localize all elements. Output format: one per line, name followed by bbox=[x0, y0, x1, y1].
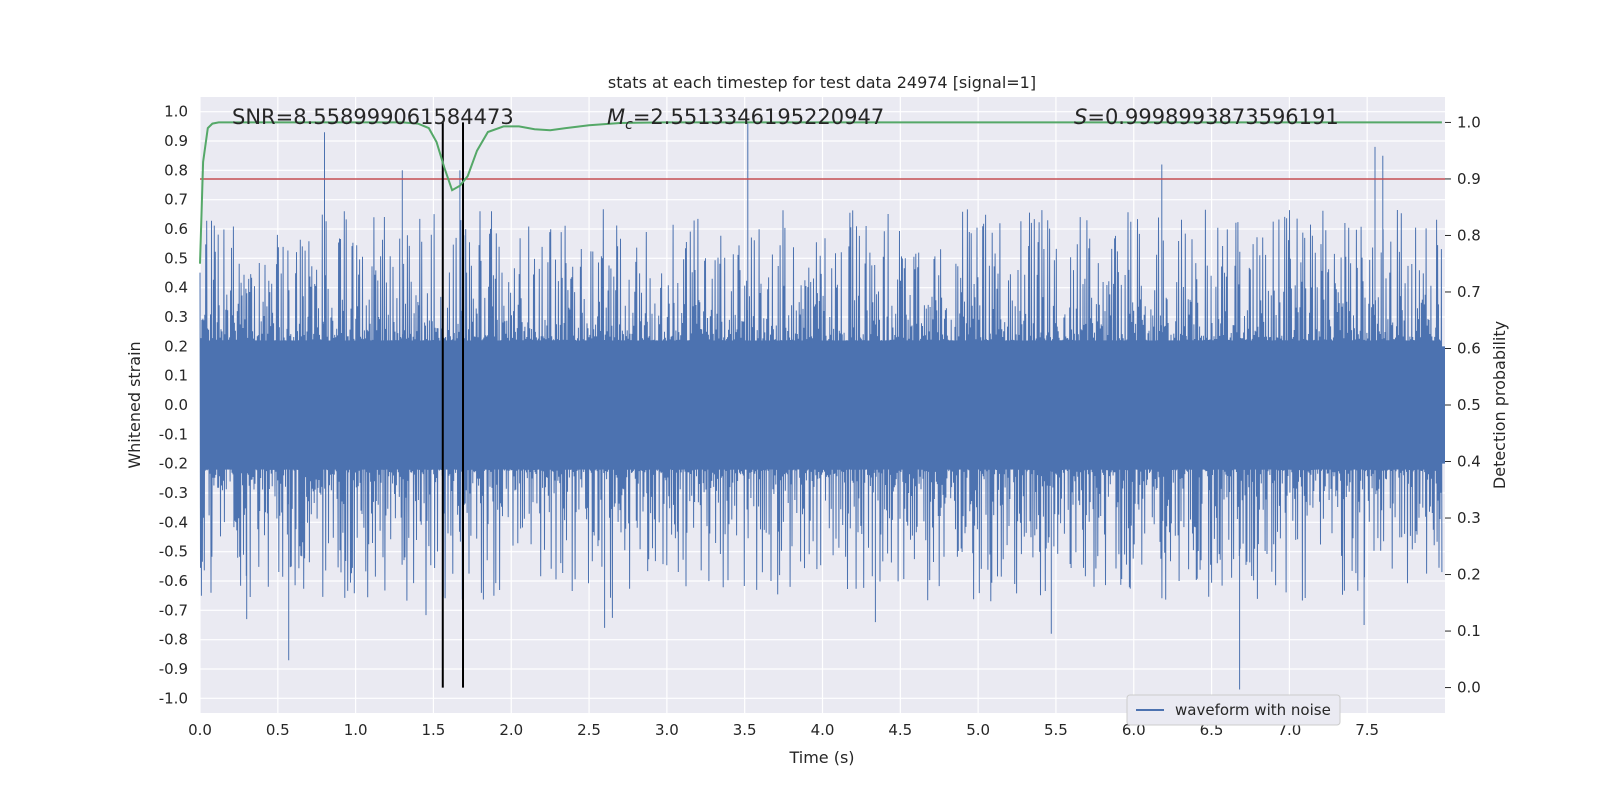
y-right-tick-label: 0.5 bbox=[1457, 396, 1481, 414]
y-left-tick-label: 0.4 bbox=[164, 279, 188, 297]
x-tick-label: 4.5 bbox=[888, 721, 912, 739]
y-left-tick-label: 0.1 bbox=[164, 367, 188, 385]
y-left-tick-label: 0.9 bbox=[164, 132, 188, 150]
x-tick-label: 5.0 bbox=[966, 721, 990, 739]
y-left-tick-label: 0.0 bbox=[164, 396, 188, 414]
y-axis-right-ticks: 1.0 0.9 0.8 0.7 0.6 0.5 0.4 0.3 0.2 0.1 0.0 bbox=[1445, 113, 1481, 697]
chirp-mass-annotation: Mc=2.5513346195220947 bbox=[607, 105, 884, 133]
x-tick-label: 1.0 bbox=[344, 721, 368, 739]
y-right-tick-label: 0.2 bbox=[1457, 566, 1481, 584]
y-right-tick-label: 0.3 bbox=[1457, 509, 1481, 527]
waveform-series bbox=[199, 123, 1445, 690]
waveform-dense-band bbox=[200, 346, 1445, 464]
y-right-tick-label: 0.6 bbox=[1457, 339, 1481, 357]
y-left-tick-label: -0.5 bbox=[159, 543, 188, 561]
x-tick-label: 7.5 bbox=[1355, 721, 1379, 739]
series-detection-probability bbox=[199, 121, 1442, 264]
chart-title: stats at each timestep for test data 249… bbox=[608, 73, 1036, 92]
chirp-mass-subscript: c bbox=[625, 117, 633, 133]
x-tick-label: 2.5 bbox=[577, 721, 601, 739]
x-tick-label: 4.0 bbox=[811, 721, 835, 739]
y-right-tick-label: 0.9 bbox=[1457, 170, 1481, 188]
snr-annotation: SNR=8.558999061584473 bbox=[232, 105, 514, 129]
y-left-tick-label: 0.6 bbox=[164, 220, 188, 238]
y-right-tick-label: 0.4 bbox=[1457, 453, 1481, 471]
score-value: =0.9998993873596191 bbox=[1087, 105, 1338, 129]
y-left-tick-label: -0.2 bbox=[159, 455, 188, 473]
y-left-tick-label: -0.6 bbox=[159, 572, 188, 590]
legend-label-waveform: waveform with noise bbox=[1175, 701, 1331, 719]
x-tick-label: 0.0 bbox=[188, 721, 212, 739]
y-left-tick-label: -0.3 bbox=[159, 484, 188, 502]
y-axis-right-label: Detection probability bbox=[1490, 321, 1509, 489]
y-right-tick-label: 1.0 bbox=[1457, 113, 1481, 131]
y-right-tick-label: 0.7 bbox=[1457, 283, 1481, 301]
x-tick-label: 1.5 bbox=[422, 721, 446, 739]
y-left-tick-label: 0.8 bbox=[164, 161, 188, 179]
y-left-tick-label: -0.4 bbox=[159, 513, 188, 531]
y-axis-left-label: Whitened strain bbox=[125, 341, 144, 468]
x-tick-label: 5.5 bbox=[1044, 721, 1068, 739]
legend-box bbox=[1126, 694, 1341, 726]
y-left-tick-label: 1.0 bbox=[164, 103, 188, 121]
y-right-tick-label: 0.0 bbox=[1457, 679, 1481, 697]
score-annotation: S=0.9998993873596191 bbox=[1074, 105, 1339, 129]
y-left-tick-label: -0.7 bbox=[159, 601, 188, 619]
x-tick-label: 0.5 bbox=[266, 721, 290, 739]
y-left-tick-label: -1.0 bbox=[159, 689, 188, 707]
y-left-tick-label: 0.3 bbox=[164, 308, 188, 326]
y-left-tick-label: -0.9 bbox=[159, 660, 188, 678]
y-left-tick-label: -0.8 bbox=[159, 631, 188, 649]
chirp-mass-symbol: M bbox=[607, 105, 625, 129]
legend: waveform with noise bbox=[1126, 694, 1341, 726]
x-tick-label: 3.0 bbox=[655, 721, 679, 739]
y-right-tick-label: 0.8 bbox=[1457, 226, 1481, 244]
y-left-tick-label: -0.1 bbox=[159, 425, 188, 443]
x-axis-label: Time (s) bbox=[788, 748, 854, 767]
chirp-mass-value: =2.5513346195220947 bbox=[633, 105, 884, 129]
y-left-tick-label: 0.2 bbox=[164, 337, 188, 355]
y-axis-left-ticks: 1.0 0.9 0.8 0.7 0.6 0.5 0.4 0.3 0.2 0.1 0.0 -0.1 -0.… bbox=[159, 103, 188, 708]
x-tick-label: 3.5 bbox=[733, 721, 757, 739]
x-tick-label: 2.0 bbox=[499, 721, 523, 739]
y-right-tick-label: 0.1 bbox=[1457, 622, 1481, 640]
y-left-tick-label: 0.5 bbox=[164, 249, 188, 267]
merger-time-lines bbox=[441, 122, 465, 688]
y-left-tick-label: 0.7 bbox=[164, 191, 188, 209]
score-symbol: S bbox=[1074, 105, 1087, 129]
